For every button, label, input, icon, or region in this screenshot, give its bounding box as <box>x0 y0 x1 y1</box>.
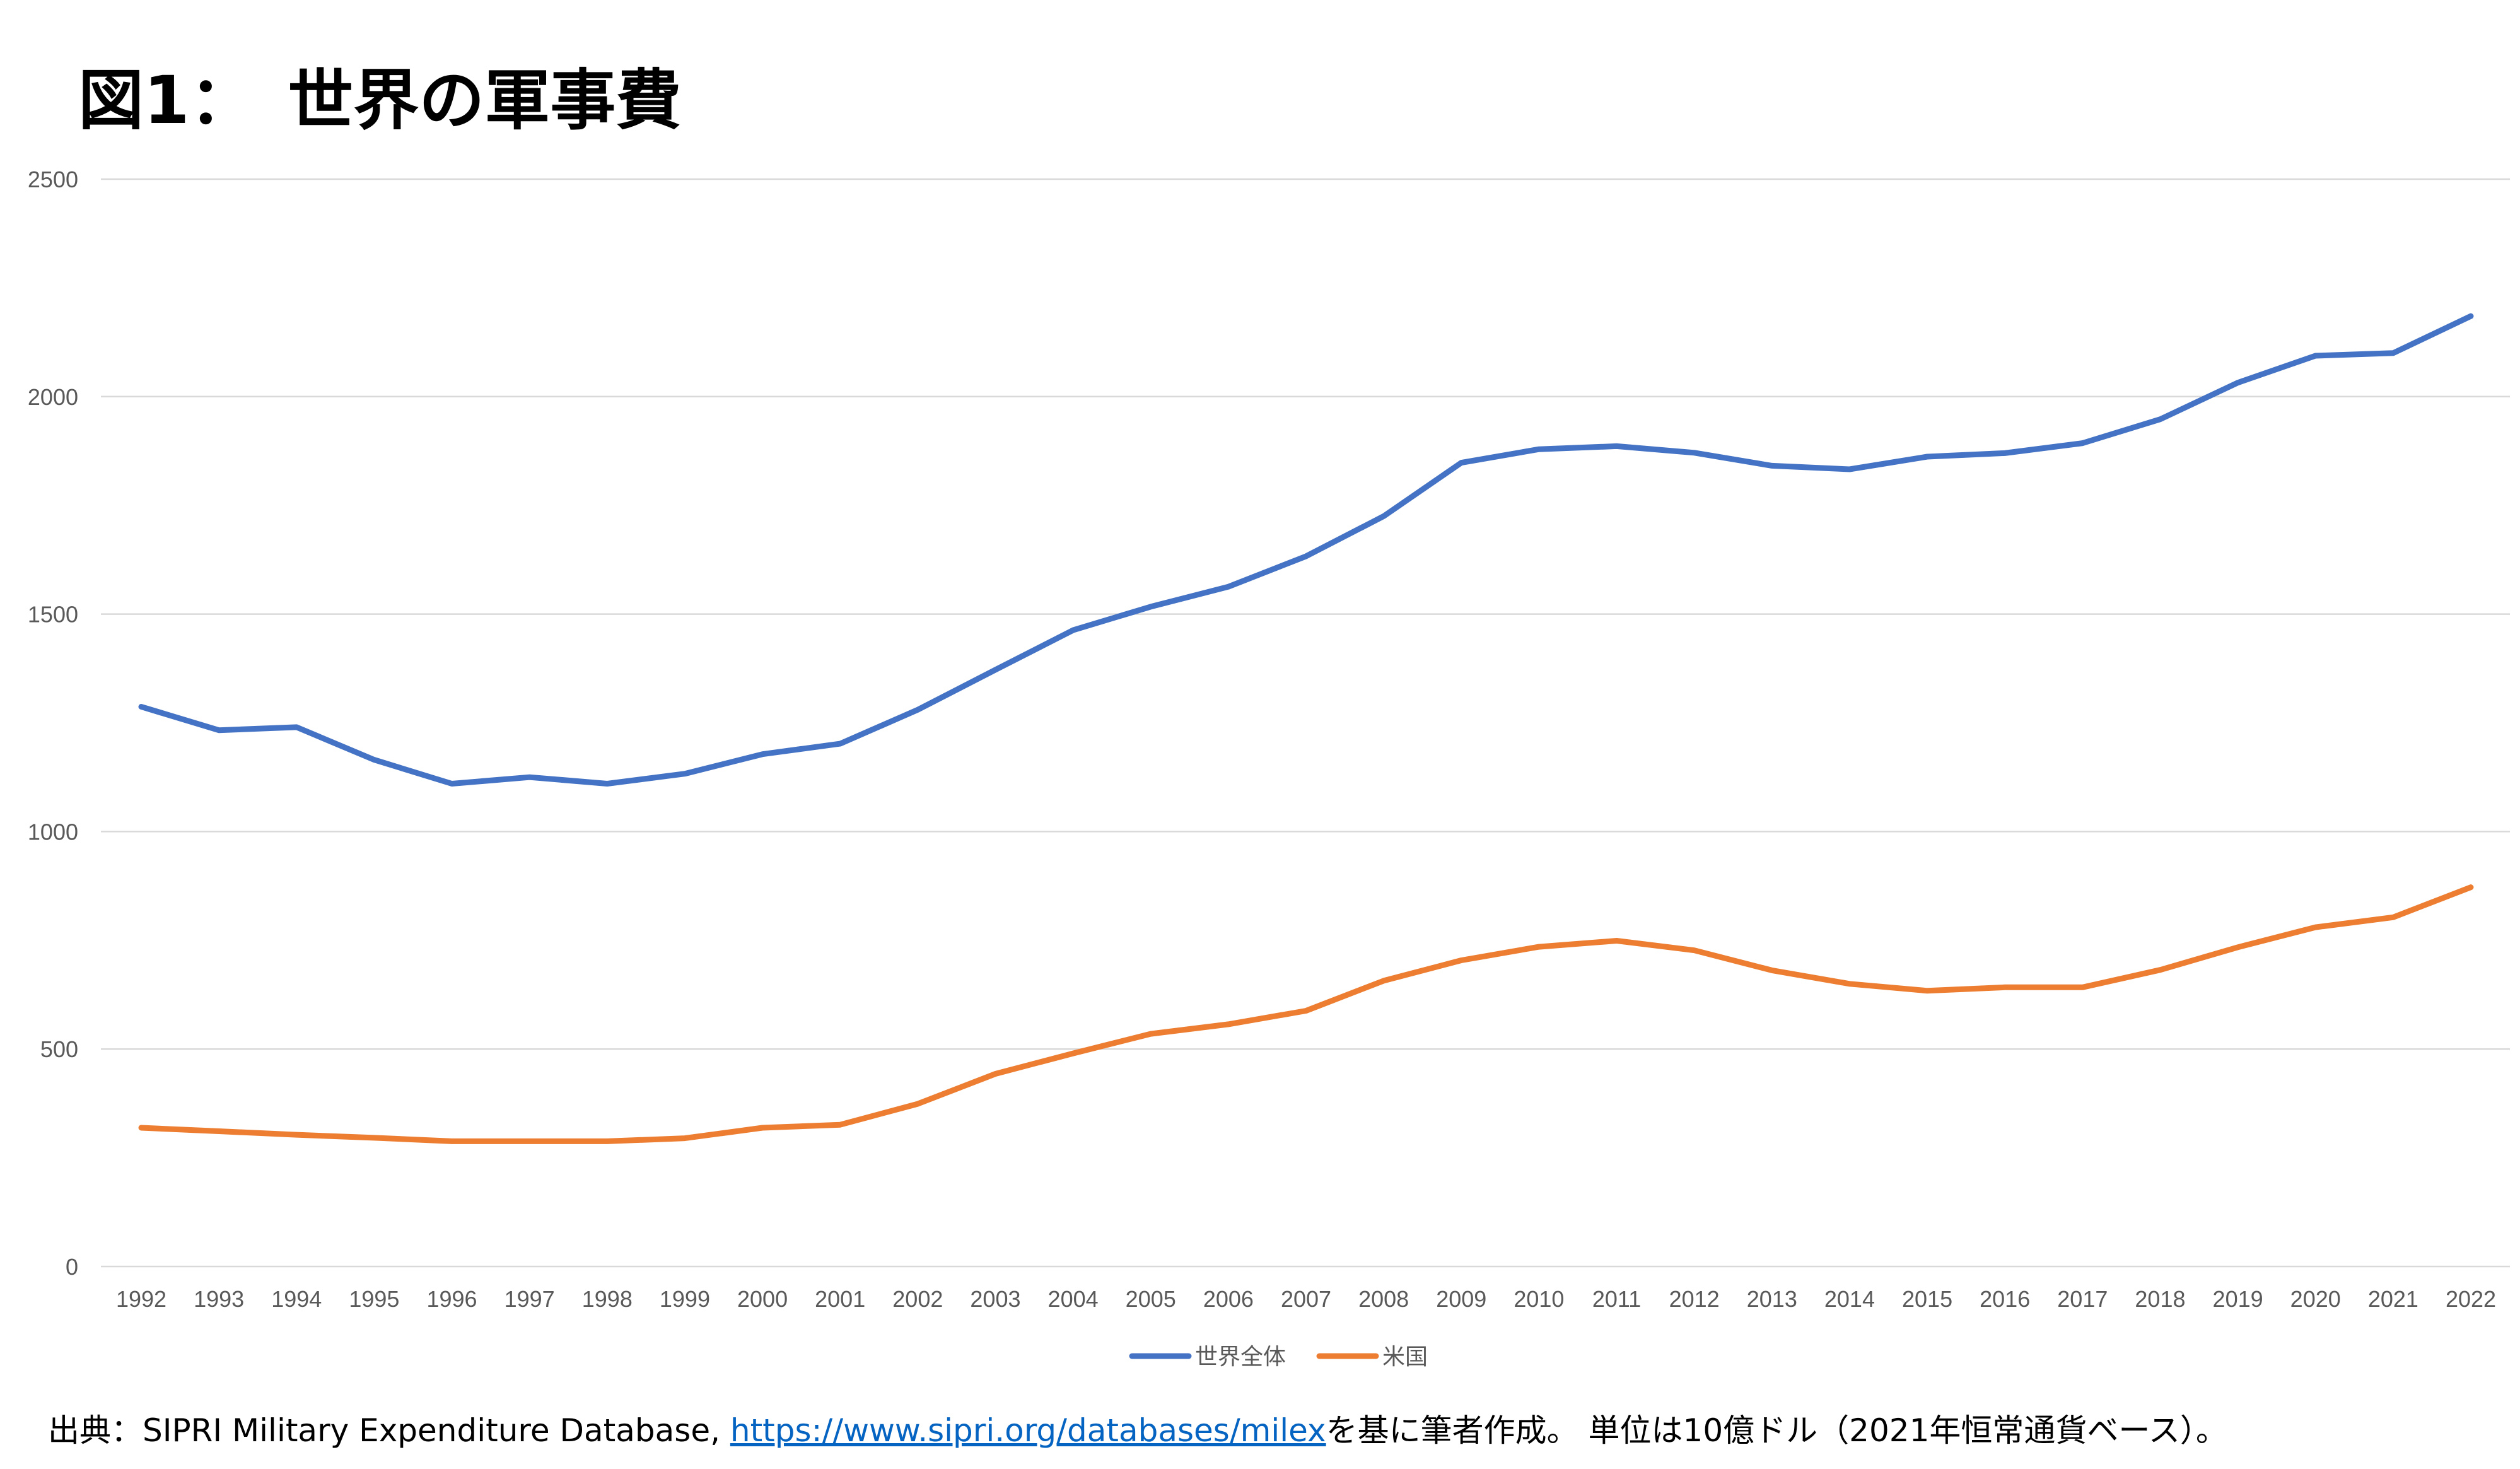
x-axis: 1992 1993 1994 1995 1996 1997 1998 1999 2000 2001… <box>116 1286 2496 1312</box>
x-tick-label: 1994 <box>271 1286 322 1312</box>
chart-title: 図1： 世界の軍事費 <box>78 62 681 139</box>
x-tick-label: 1995 <box>349 1286 399 1312</box>
x-tick-label: 1998 <box>582 1286 633 1312</box>
x-tick-label: 2012 <box>1669 1286 1720 1312</box>
x-tick-label: 2016 <box>1980 1286 2030 1312</box>
source-prefix: 出典：SIPRI Military Expenditure Database, <box>48 1412 730 1449</box>
legend: 世界全体 米国 <box>1129 1344 1428 1370</box>
x-tick-label: 2019 <box>2213 1286 2263 1312</box>
plot-area <box>138 313 2474 1144</box>
series-line-1 <box>138 313 2474 787</box>
x-tick-label: 2006 <box>1203 1286 1254 1312</box>
y-tick-label: 1000 <box>28 819 78 845</box>
x-tick-label: 2009 <box>1436 1286 1486 1312</box>
x-tick-label: 2003 <box>970 1286 1020 1312</box>
series-line-2 <box>138 884 2474 1144</box>
y-tick-label: 0 <box>66 1254 78 1280</box>
x-tick-label: 2008 <box>1358 1286 1409 1312</box>
x-tick-label: 2017 <box>2057 1286 2108 1312</box>
source-suffix: を基に筆者作成。 単位は10億ドル（2021年恒常通貨ベース）。 <box>1326 1412 2227 1449</box>
y-axis: 0 500 1000 1500 2000 2500 <box>28 167 78 1280</box>
source-link[interactable]: https://www.sipri.org/databases/milex <box>730 1412 1326 1449</box>
x-tick-label: 2020 <box>2290 1286 2341 1312</box>
x-tick-label: 2013 <box>1747 1286 1797 1312</box>
x-tick-label: 2021 <box>2368 1286 2418 1312</box>
x-tick-label: 2002 <box>892 1286 943 1312</box>
x-tick-label: 2004 <box>1048 1286 1099 1312</box>
x-tick-label: 2014 <box>1824 1286 1875 1312</box>
x-tick-label: 2007 <box>1281 1286 1331 1312</box>
x-tick-label: 2000 <box>737 1286 788 1312</box>
x-tick-label: 2022 <box>2446 1286 2496 1312</box>
x-tick-label: 2011 <box>1592 1286 1641 1312</box>
grid <box>101 178 2510 1268</box>
x-tick-label: 1996 <box>426 1286 477 1312</box>
x-tick-label: 2015 <box>1902 1286 1952 1312</box>
y-tick-label: 2500 <box>28 167 78 192</box>
legend-label: 世界全体 <box>1195 1344 1286 1370</box>
y-tick-label: 1500 <box>28 602 78 628</box>
x-tick-label: 1997 <box>505 1286 555 1312</box>
x-tick-label: 1999 <box>660 1286 710 1312</box>
x-tick-label: 2001 <box>815 1286 865 1312</box>
x-tick-label: 2010 <box>1514 1286 1564 1312</box>
x-tick-label: 1992 <box>116 1286 166 1312</box>
y-tick-label: 500 <box>40 1036 78 1062</box>
source-note: 出典：SIPRI Military Expenditure Database, … <box>48 1405 2227 1451</box>
y-tick-label: 2000 <box>28 384 78 410</box>
x-tick-label: 1993 <box>194 1286 244 1312</box>
legend-label: 米国 <box>1382 1344 1428 1370</box>
x-tick-label: 2005 <box>1126 1286 1176 1312</box>
x-tick-label: 2018 <box>2135 1286 2185 1312</box>
